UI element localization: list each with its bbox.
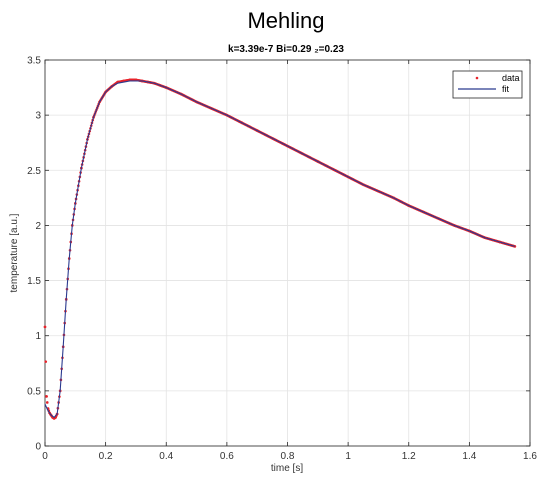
chart-title: Mehling — [247, 8, 324, 33]
y-tick-label: 1 — [35, 331, 41, 342]
x-axis-label: time [s] — [271, 463, 303, 474]
y-tick-label: 2 — [35, 221, 41, 232]
x-tick-label: 1.4 — [462, 451, 476, 462]
y-tick-label: 0.5 — [27, 386, 41, 397]
data-point — [45, 401, 49, 404]
x-tick-label: 0.8 — [281, 451, 295, 462]
chart-subtitle: k=3.39e-7 Bi=0.29 ₂=0.23 — [228, 44, 344, 55]
x-tick-label: 1.6 — [523, 451, 537, 462]
y-axis-label: temperature [a.u.] — [9, 213, 20, 292]
x-tick-label: 0 — [42, 451, 48, 462]
series-layer — [43, 78, 517, 420]
y-tick-label: 2.5 — [27, 166, 41, 177]
series-fit — [44, 80, 515, 418]
x-tick-label: 1.2 — [402, 451, 416, 462]
data-point — [45, 395, 48, 398]
y-tick-label: 1.5 — [27, 276, 41, 287]
x-tick-label: 0.2 — [99, 451, 113, 462]
legend-fit-label: fit — [502, 84, 510, 94]
y-tick-label: 0 — [35, 442, 41, 453]
y-tick-label: 3 — [35, 111, 41, 122]
legend-box — [452, 70, 523, 99]
data-point — [43, 325, 47, 329]
y-tick-label: 3.5 — [27, 56, 41, 67]
x-tick-label: 0.6 — [220, 451, 234, 462]
x-tick-label: 1 — [345, 451, 351, 462]
fit-line — [44, 80, 515, 418]
legend-data-label: data — [502, 73, 520, 83]
legend: data fit — [452, 70, 523, 99]
legend-data-marker — [475, 76, 479, 80]
data-point — [44, 360, 48, 363]
x-tick-label: 0.4 — [159, 451, 173, 462]
axis-ticks: 0 0.2 0.4 0.6 0.8 1 1.2 1.4 1.6 0 0.5 1 1.5 2 2.5 3 3.5 — [27, 56, 537, 463]
